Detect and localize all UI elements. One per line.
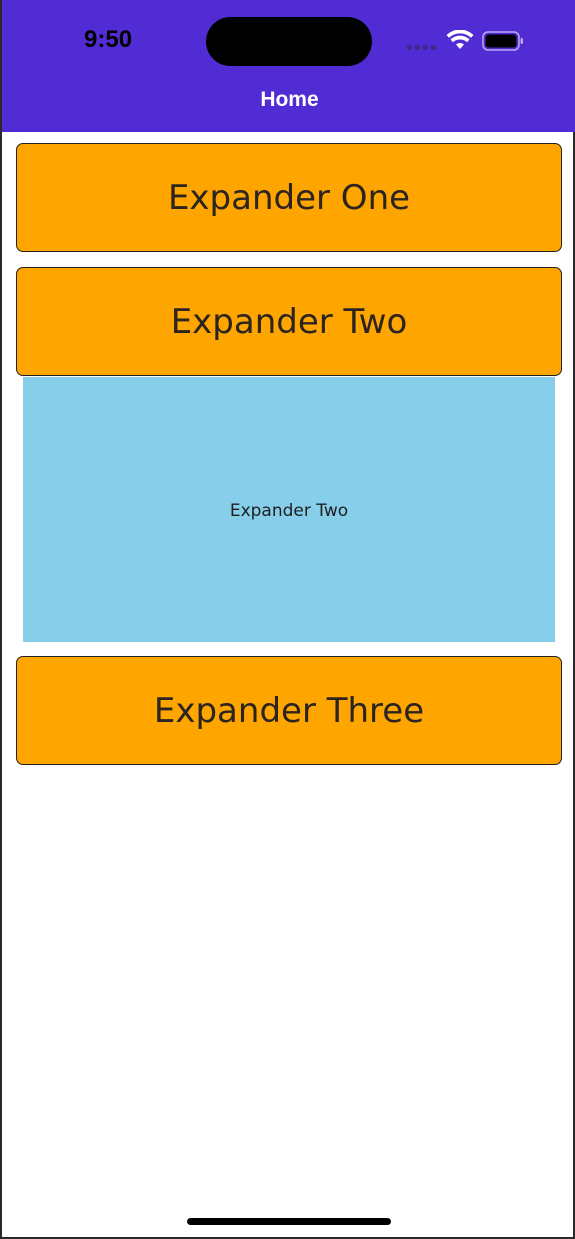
expander-three-label: Expander Three	[153, 690, 425, 731]
expander-two-header[interactable]: Expander Two	[16, 267, 562, 376]
expander-two-content: Expander Two	[23, 377, 555, 642]
cellular-signal-icon	[407, 45, 436, 50]
expander-three-header[interactable]: Expander Three	[16, 656, 562, 765]
expander-two-content-text: Expander Two	[229, 500, 349, 521]
expander-one-header[interactable]: Expander One	[16, 143, 562, 252]
expander-one-label: Expander One	[167, 177, 411, 218]
page-title: Home	[260, 88, 319, 111]
home-indicator[interactable]	[187, 1218, 391, 1225]
wifi-icon	[446, 30, 474, 49]
status-time: 9:50	[84, 26, 133, 53]
battery-icon	[482, 31, 523, 51]
navigation-bar: 9:50 Home	[2, 0, 575, 132]
dynamic-island	[206, 17, 372, 66]
expander-two-label: Expander Two	[170, 301, 408, 342]
